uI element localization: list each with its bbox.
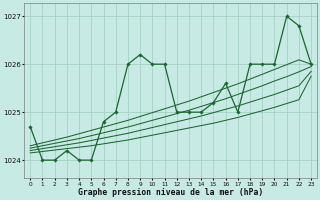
X-axis label: Graphe pression niveau de la mer (hPa): Graphe pression niveau de la mer (hPa) bbox=[78, 188, 263, 197]
